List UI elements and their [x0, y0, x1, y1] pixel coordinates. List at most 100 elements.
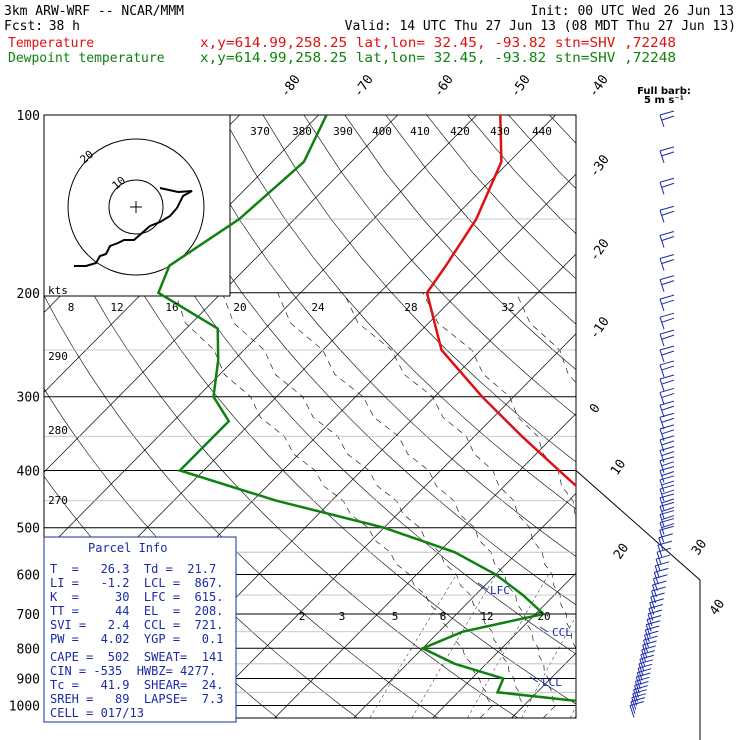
- wind-barb-flag: [630, 697, 646, 703]
- isotherm-line: [44, 115, 398, 473]
- wind-barb: [636, 672, 642, 685]
- mixing-ratio-label: 20: [537, 610, 550, 623]
- wind-barb-flag: [659, 205, 675, 211]
- wind-barb: [659, 349, 665, 363]
- parcel-row: TT = 44 EL = 208.: [50, 604, 223, 618]
- mixing-ratio-line: [634, 575, 704, 719]
- hodograph-trace: [74, 187, 193, 267]
- wind-barb: [659, 150, 665, 163]
- pressure-label: 100: [17, 109, 40, 124]
- pressure-label: 600: [17, 568, 40, 583]
- wind-barb: [659, 298, 665, 312]
- wind-barb-flag: [631, 693, 646, 699]
- wind-barb-flag: [659, 231, 675, 237]
- wind-barb-flag: [661, 236, 675, 242]
- wind-barb: [644, 629, 650, 643]
- plot-border: [43, 114, 577, 719]
- wind-barb-flag: [661, 280, 675, 286]
- wind-barb: [643, 639, 648, 653]
- parcel-row: K = 30 LFC = 615.: [50, 590, 223, 604]
- dry-adiabat: [549, 115, 576, 144]
- dry-adiabat: [590, 115, 740, 718]
- wind-barb: [659, 470, 665, 483]
- wind-barb-flag: [661, 392, 675, 398]
- wind-barb-flag: [659, 518, 675, 524]
- dry-adiabat: [44, 190, 518, 718]
- parcel-info-title: Parcel Info: [88, 541, 167, 555]
- wind-barb-flag: [659, 374, 675, 380]
- wind-barb: [630, 701, 636, 714]
- wind-barb: [659, 450, 665, 463]
- theta-label: 290: [48, 350, 68, 363]
- model-title: 3km ARW-WRF -- NCAR/MMM: [4, 4, 184, 19]
- wind-barb-flag: [659, 424, 675, 430]
- dry-adiabat: [262, 115, 576, 463]
- wind-barb-flag: [661, 429, 675, 435]
- dry-adiabat: [221, 115, 576, 510]
- mixing-ratio-label: 2: [299, 610, 306, 623]
- wind-barb-flag: [649, 598, 664, 604]
- parcel-row: SREH = 89 LAPSE= 7.3: [50, 692, 223, 706]
- wind-barb-flag: [661, 498, 675, 504]
- temperature-label: 40: [707, 597, 728, 618]
- isobar-lines: [43, 114, 701, 740]
- wind-barb-flag: [639, 654, 655, 660]
- theta-label: 440: [532, 125, 552, 138]
- wind-barb: [659, 210, 665, 223]
- dry-adiabat: [99, 115, 576, 655]
- wind-barb-flag: [661, 115, 675, 121]
- wind-barb: [659, 417, 665, 430]
- hodograph-units: kts: [48, 284, 68, 297]
- temperature-label: -10: [587, 314, 613, 342]
- isotherm-line: [274, 413, 576, 718]
- dry-adiabat: [467, 115, 576, 235]
- wind-barb-flag: [659, 510, 675, 516]
- wind-barb: [659, 258, 665, 271]
- wind-barb-flag: [661, 506, 675, 512]
- temperature-label: 0: [587, 401, 604, 416]
- wind-barb-flag: [646, 620, 661, 626]
- dry-adiabat: [672, 115, 740, 718]
- spacer: [576, 528, 700, 580]
- wind-barb-flag: [659, 312, 675, 318]
- barb-note-title: Full barb:: [637, 86, 691, 97]
- series-line: [156, 115, 576, 703]
- wind-barb: [659, 488, 665, 502]
- wind-barb: [659, 530, 665, 543]
- wind-barb-flag: [634, 681, 649, 686]
- hodograph-frame: [43, 114, 231, 297]
- temperature-label: -70: [351, 72, 377, 100]
- wind-barb-flag: [659, 360, 675, 366]
- mixing-ratio-line: [369, 574, 457, 718]
- wind-barb: [629, 705, 635, 718]
- lcl-label: LCL: [542, 676, 562, 689]
- temperature-label: 20: [611, 541, 632, 562]
- pressure-label: 800: [17, 642, 40, 657]
- wind-barb-flag: [637, 663, 653, 669]
- parcel-row: LI = -1.2 LCL = 867.: [50, 576, 223, 590]
- theta-label: 410: [410, 125, 430, 138]
- speed-scale-label: 16: [165, 301, 178, 314]
- pressure-label: 400: [17, 465, 40, 480]
- dry-adiabat: [508, 115, 576, 189]
- wind-barb-flag: [647, 609, 663, 615]
- wind-barb: [659, 378, 665, 392]
- wind-barb: [659, 506, 665, 519]
- temperature-label: -40: [586, 72, 612, 100]
- wind-barb: [659, 114, 665, 128]
- dry-adiabat: [58, 115, 576, 705]
- mixing-ratio-label: 12: [480, 610, 493, 623]
- wind-barb-flag: [659, 177, 675, 183]
- wind-barb-flag: [661, 417, 675, 423]
- isotherm-line: [195, 333, 576, 718]
- temperature-label: 10: [608, 457, 629, 478]
- parcel-info-box: Parcel Info T = 26.3 Td = 21.7 LI = -1.2…: [43, 536, 237, 723]
- wind-barb: [659, 404, 665, 418]
- wind-barb-flag: [654, 567, 669, 573]
- wind-barb-flag: [642, 640, 657, 646]
- ccl-label: CCL: [552, 626, 572, 639]
- parcel-row: Tc = 41.9 SHEAR= 24.: [50, 678, 223, 692]
- wind-barb-flag: [661, 334, 675, 340]
- legend-temperature-name: Temperature: [8, 36, 94, 51]
